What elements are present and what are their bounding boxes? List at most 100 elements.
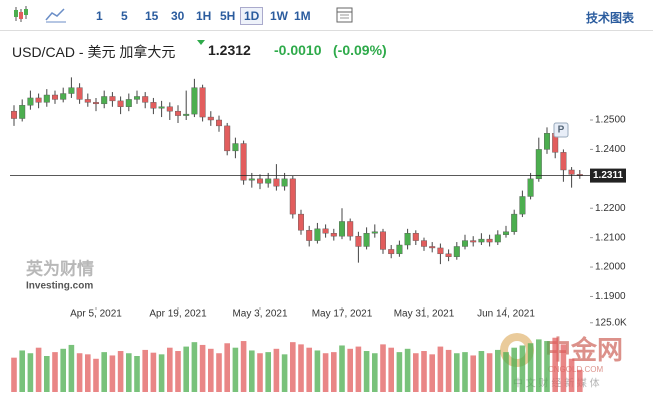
interval-button[interactable]: 1D	[240, 7, 264, 25]
y-tick-label: 1.2000	[595, 262, 626, 273]
volume-y-tick-label: 125.0K	[595, 317, 627, 328]
volume-bar	[44, 356, 50, 392]
volume-bar	[331, 352, 337, 392]
candle-body	[109, 96, 116, 102]
interval-button[interactable]: 15	[145, 9, 159, 23]
candle-body	[421, 240, 428, 247]
volume-bar	[429, 354, 435, 392]
volume-bar	[404, 348, 411, 392]
candle-body	[35, 97, 42, 103]
volume-bar	[52, 352, 58, 392]
annotation-label: P	[558, 125, 565, 136]
candle-body	[150, 102, 157, 109]
candle-body	[519, 196, 526, 215]
y-tick-label: 1.2200	[595, 203, 626, 214]
volume-bar	[380, 344, 386, 392]
candle-body	[27, 97, 34, 106]
candle-body	[396, 244, 403, 255]
candle-body	[429, 246, 436, 249]
volume-bar	[388, 347, 394, 392]
candle-body	[494, 234, 501, 243]
volume-bar	[527, 343, 534, 392]
calendar-icon[interactable]	[335, 5, 355, 25]
candle-body	[142, 96, 149, 103]
volume-bar	[470, 355, 476, 392]
volume-bar	[421, 351, 427, 392]
volume-bar	[314, 350, 321, 392]
interval-button[interactable]: 1W	[270, 9, 288, 23]
interval-button[interactable]: 5H	[220, 9, 236, 23]
candle-body	[527, 178, 534, 197]
candle-body	[60, 93, 67, 100]
candle-body	[298, 213, 305, 231]
x-tick-label: Apr 19, 2021	[149, 309, 207, 320]
candle-body	[535, 149, 542, 180]
interval-button[interactable]: 1	[96, 9, 103, 23]
candle-body	[240, 143, 247, 181]
volume-bar	[11, 357, 17, 392]
volume-bar	[454, 353, 460, 392]
candle-body	[412, 233, 419, 241]
volume-bar	[519, 345, 526, 392]
candle-body	[544, 133, 551, 150]
y-tick-label: 1.2500	[595, 115, 626, 126]
candle-body	[306, 230, 313, 241]
candle-body	[445, 253, 452, 257]
candle-body	[388, 249, 395, 255]
volume-bar	[216, 353, 222, 392]
volume-bar	[199, 344, 206, 392]
candle-body	[347, 221, 354, 237]
volume-bar	[568, 358, 575, 392]
candle-body	[453, 246, 460, 257]
candle-body	[76, 87, 83, 100]
candle-body	[183, 113, 190, 116]
last-price: 1.2312	[208, 42, 251, 58]
candle-body	[232, 143, 239, 152]
interval-button[interactable]: 1H	[196, 9, 212, 23]
volume-bar	[249, 350, 255, 392]
candle-body	[281, 178, 288, 187]
volume-bar	[306, 347, 312, 392]
volume-bar	[175, 351, 181, 392]
price-change-pct: (-0.09%)	[333, 42, 387, 58]
candle-body	[437, 247, 444, 255]
volume-bar	[396, 352, 403, 392]
candle-body	[158, 106, 165, 109]
last-price-label: 1.2311	[593, 170, 623, 181]
volume-bar	[232, 347, 239, 392]
volume-bar	[511, 347, 517, 392]
candle-body	[322, 228, 329, 234]
chart-type-icons[interactable]	[8, 0, 68, 30]
candle-body	[215, 119, 222, 127]
volume-bar	[495, 349, 501, 392]
volume-bar	[150, 352, 157, 392]
volume-bar	[552, 337, 558, 392]
x-tick-label: May 31, 2021	[394, 309, 455, 320]
candle-body	[462, 240, 469, 247]
volume-bar	[478, 351, 485, 392]
volume-bar	[27, 353, 34, 392]
candle-body	[503, 231, 510, 235]
interval-button[interactable]: 30	[171, 9, 185, 23]
volume-bar	[265, 352, 271, 392]
volume-bar	[413, 353, 419, 392]
symbol: USD/CAD - 美元 加拿大元	[12, 44, 176, 60]
technical-chart-link[interactable]: 技术图表	[586, 11, 635, 25]
interval-button[interactable]: 5	[121, 9, 128, 23]
volume-bar	[462, 352, 468, 392]
candle-body	[191, 87, 198, 115]
volume-bar	[363, 351, 370, 392]
volume-bar	[240, 341, 247, 392]
candle-body	[52, 94, 59, 100]
candle-body	[125, 99, 132, 107]
volume-bar	[257, 353, 263, 392]
candle-body	[10, 110, 17, 119]
watermark-investing-cn: 英为财情	[26, 258, 94, 278]
volume-bar	[544, 341, 550, 392]
candle-body	[339, 221, 346, 237]
volume-bar	[19, 350, 25, 392]
watermark-cngold-cn: 中金网	[545, 335, 623, 365]
volume-bar	[347, 348, 353, 392]
watermark-cngold-en: CNGOLD.COM	[548, 365, 603, 374]
interval-button[interactable]: 1M	[294, 9, 311, 23]
